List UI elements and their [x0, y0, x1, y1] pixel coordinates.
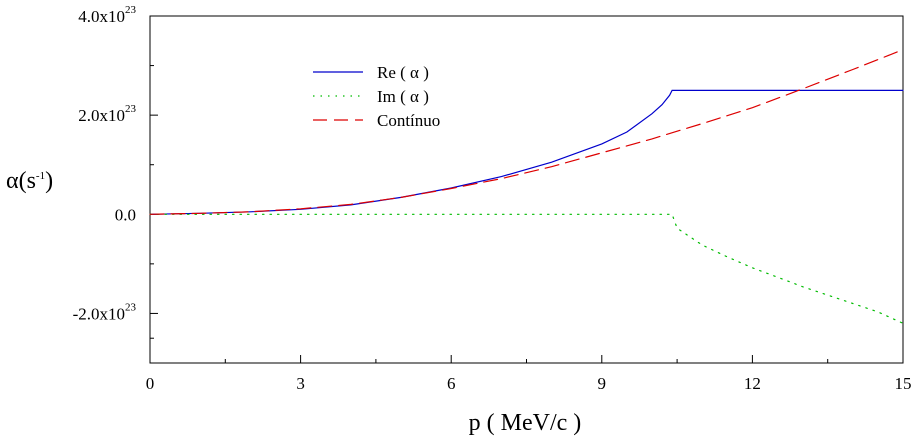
x-tick-label: 6 [447, 374, 456, 393]
x-tick-label: 9 [598, 374, 607, 393]
y-tick-label: 4.0x1023 [78, 4, 136, 26]
legend-label-2: Im ( α ) [377, 87, 429, 106]
y-axis-title: α(s-1) [6, 168, 53, 194]
legend-label-3: Contínuo [377, 111, 440, 130]
axes: 0 3 6 9 12 15 4.0x1023 2.0x1023 0.0 -2.0x1023 [73, 4, 912, 393]
plot-series [149, 49, 904, 324]
legend: Re ( α ) Im ( α ) Contínuo [313, 63, 440, 130]
y-axis-title-exponent: -1 [36, 170, 45, 182]
x-tick-label: 0 [146, 374, 155, 393]
y-tick-label: -2.0x1023 [73, 301, 137, 323]
x-tick-label: 15 [895, 374, 912, 393]
plot-frame [149, 15, 904, 364]
y-tick-label: 0.0 [115, 205, 136, 224]
series-line-2 [149, 213, 904, 324]
y-axis-title-close: ) [45, 168, 53, 194]
legend-label-1: Re ( α ) [377, 63, 429, 82]
x-tick-label: 3 [296, 374, 305, 393]
series-line-1 [149, 89, 904, 215]
series-line-3 [149, 49, 904, 215]
y-axis-title-base: α(s [6, 168, 36, 194]
axis-labels: p ( MeV/c ) α(s-1) [6, 168, 581, 436]
x-axis-title: p ( MeV/c ) [469, 410, 582, 436]
y-tick-label: 2.0x1023 [78, 103, 136, 125]
x-tick-label: 12 [744, 374, 761, 393]
